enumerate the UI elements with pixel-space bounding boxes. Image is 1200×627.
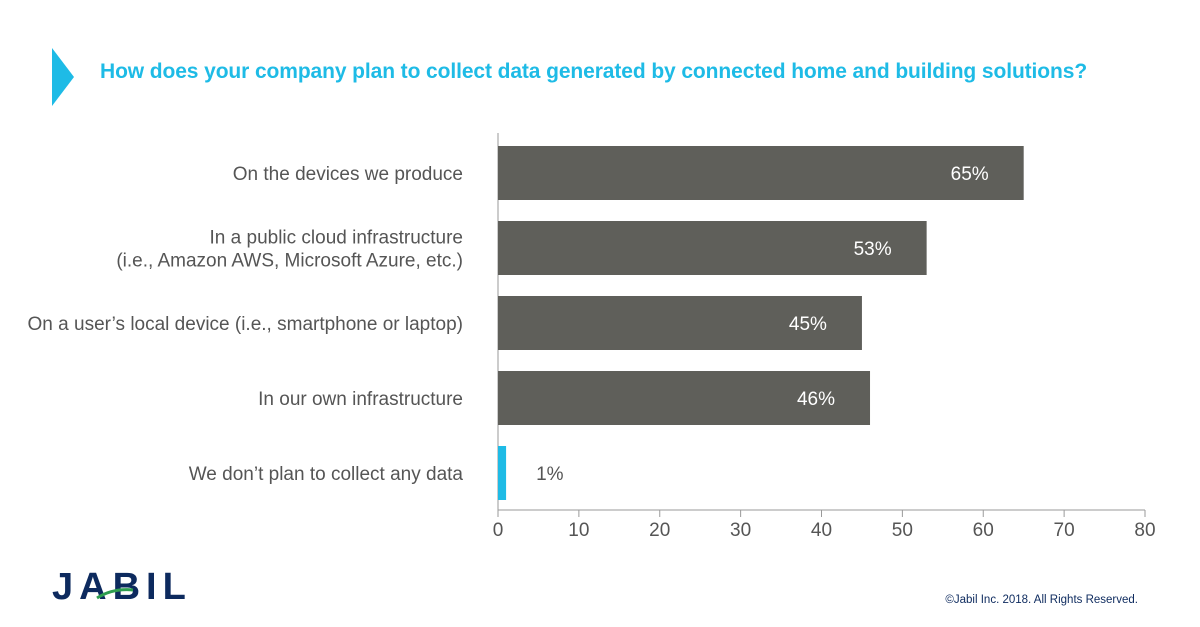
copyright-text: ©Jabil Inc. 2018. All Rights Reserved. xyxy=(945,594,1138,606)
category-label: (i.e., Amazon AWS, Microsoft Azure, etc.… xyxy=(116,251,463,272)
bar xyxy=(498,146,1024,200)
category-label: In our own infrastructure xyxy=(258,389,463,410)
x-tick-label: 20 xyxy=(649,520,670,541)
category-label: On the devices we produce xyxy=(233,164,463,185)
jabil-logo: JABIL xyxy=(52,566,192,608)
category-label: On a user’s local device (i.e., smartpho… xyxy=(28,314,463,335)
category-label: In a public cloud infrastructure xyxy=(210,228,463,249)
bar xyxy=(498,446,507,500)
bar xyxy=(498,296,862,350)
x-tick-label: 60 xyxy=(973,520,994,541)
bar-value-label: 1% xyxy=(536,464,564,485)
x-tick-label: 10 xyxy=(568,520,589,541)
bar-value-label: 46% xyxy=(797,389,835,410)
x-tick-label: 30 xyxy=(730,520,751,541)
bar xyxy=(498,371,871,425)
x-tick-label: 40 xyxy=(811,520,832,541)
chart-title: How does your company plan to collect da… xyxy=(100,60,1088,83)
title-marker-icon xyxy=(52,48,74,106)
bar-value-label: 45% xyxy=(789,314,827,335)
x-tick-label: 50 xyxy=(892,520,913,541)
x-tick-label: 80 xyxy=(1134,520,1155,541)
bar-value-label: 65% xyxy=(951,164,989,185)
x-tick-label: 70 xyxy=(1054,520,1075,541)
bar-value-label: 53% xyxy=(854,239,892,260)
bar xyxy=(498,221,927,275)
category-label: We don’t plan to collect any data xyxy=(189,464,464,485)
logo-swoosh-icon xyxy=(96,588,134,600)
x-tick-label: 0 xyxy=(493,520,504,541)
